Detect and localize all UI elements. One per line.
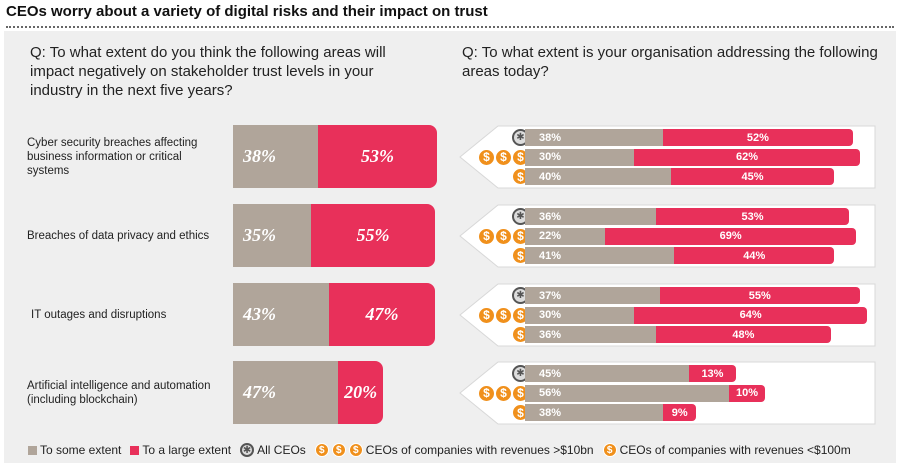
right-question: Q: To what extent is your organisation a…	[462, 44, 878, 80]
left-bar: 35% 55%	[233, 204, 435, 267]
category-label: Cyber security breaches affecting busine…	[27, 136, 198, 177]
dollar-coin-icon: $	[478, 306, 495, 324]
right-group: ✱ 37% 55% $ $ $30% 64% $36% 48%	[458, 283, 876, 347]
dollar-coin-icon: $	[495, 306, 512, 324]
right-group: ✱ 36% 53% $ $ $22% 69% $41% 44%	[458, 204, 876, 268]
right-bar: 41% 44%	[525, 247, 835, 264]
bar-segment-large: 52%	[663, 129, 853, 146]
right-bar: 30% 64%	[525, 306, 868, 324]
legend: To some extent To a large extent ✱ All CE…	[28, 443, 855, 457]
legend-item-10bn: $ $ $ CEOs of companies with revenues >$10b…	[314, 443, 594, 457]
legend-item-some: To some extent	[28, 443, 121, 457]
bar-segment-large: 69%	[605, 227, 857, 245]
bar-segment-large: 53%	[318, 125, 437, 188]
dollar-coin-icon: $	[314, 443, 329, 457]
category-label: Artificial intelligence and automation (…	[27, 379, 211, 406]
bar-segment-large: 13%	[688, 365, 737, 382]
right-bar: 37% 55%	[525, 287, 860, 304]
bar-segment-some: 56%	[525, 384, 729, 402]
bar-segment-large: 55%	[311, 204, 435, 267]
right-bar: 22% 69%	[525, 227, 857, 245]
title-divider	[6, 26, 894, 28]
chart-title: CEOs worry about a variety of digital ri…	[6, 3, 488, 20]
left-question: Q: To what extent do you think the follo…	[30, 44, 386, 99]
right-bar: 56% 10%	[525, 384, 766, 402]
bar-segment-some: 38%	[233, 125, 319, 188]
bar-segment-some: 30%	[525, 306, 635, 324]
right-bar: 36% 53%	[525, 208, 849, 225]
bar-segment-some: 36%	[525, 326, 657, 343]
right-group: ✱ 38% 52% $ $ $30% 62% $40% 45%	[458, 125, 876, 189]
left-bar: 47% 20%	[233, 361, 384, 424]
bar-segment-large: 10%	[728, 384, 766, 402]
category-label: IT outages and disruptions	[31, 308, 167, 321]
bar-segment-some: 30%	[525, 148, 635, 166]
right-bar: 30% 62%	[525, 148, 860, 166]
legend-item-all: ✱ All CEOs	[240, 443, 306, 457]
dollar-coin-icon: $	[495, 227, 512, 245]
dollar-coin-icon: $	[478, 227, 495, 245]
globe-icon: ✱	[240, 443, 255, 457]
category-label: Breaches of data privacy and ethics	[27, 229, 210, 242]
bar-segment-some: 36%	[525, 208, 657, 225]
left-bar: 38% 53%	[233, 125, 437, 188]
legend-label: CEOs of companies with revenues >$10bn	[365, 443, 594, 457]
legend-item-100m: $ CEOs of companies with revenues <$100m	[602, 443, 851, 457]
legend-item-large: To a large extent	[130, 443, 231, 457]
right-bar: 40% 45%	[525, 168, 835, 185]
bar-segment-large: 44%	[674, 247, 835, 264]
bar-segment-large: 62%	[634, 148, 860, 166]
bar-segment-large: 45%	[670, 168, 835, 185]
bar-segment-large: 53%	[656, 208, 849, 225]
bar-segment-large: 47%	[329, 283, 435, 346]
right-bar: 36% 48%	[525, 326, 831, 343]
bar-segment-some: 35%	[233, 204, 312, 267]
dollar-coin-icon: $	[331, 443, 346, 457]
bar-segment-some: 40%	[525, 168, 671, 185]
bar-segment-some: 37%	[525, 287, 660, 304]
legend-label: CEOs of companies with revenues <$100m	[619, 443, 851, 457]
dollar-coin-icon: $	[348, 443, 363, 457]
bar-segment-some: 43%	[233, 283, 330, 346]
bar-segment-some: 47%	[233, 361, 339, 424]
bar-segment-some: 38%	[525, 129, 664, 146]
bar-segment-large: 55%	[659, 287, 860, 304]
right-bar: 45% 13%	[525, 365, 737, 382]
bar-segment-large: 20%	[338, 361, 384, 424]
grey-square-icon	[28, 445, 37, 455]
bar-segment-some: 45%	[525, 365, 689, 382]
right-bar: 38% 9%	[525, 404, 697, 421]
dollar-coin-icon: $	[478, 384, 495, 402]
dollar-coin-icon: $	[495, 384, 512, 402]
legend-label: To some extent	[40, 443, 122, 457]
bar-segment-some: 38%	[525, 404, 664, 421]
bar-segment-some: 22%	[525, 227, 606, 245]
left-bar: 43% 47%	[233, 283, 435, 346]
dollar-coin-icon: $	[602, 443, 617, 457]
legend-label: All CEOs	[257, 443, 306, 457]
bar-segment-large: 9%	[663, 404, 697, 421]
bar-segment-some: 41%	[525, 247, 675, 264]
right-group: ✱ 45% 13% $ $ $56% 10% $38% 9%	[458, 361, 876, 425]
red-square-icon	[130, 445, 140, 455]
bar-segment-large: 48%	[656, 326, 831, 343]
dollar-coin-icon: $	[478, 148, 495, 166]
right-bar: 38% 52%	[525, 129, 853, 146]
legend-label: To a large extent	[142, 443, 232, 457]
bar-segment-large: 64%	[634, 306, 868, 324]
dollar-coin-icon: $	[495, 148, 512, 166]
